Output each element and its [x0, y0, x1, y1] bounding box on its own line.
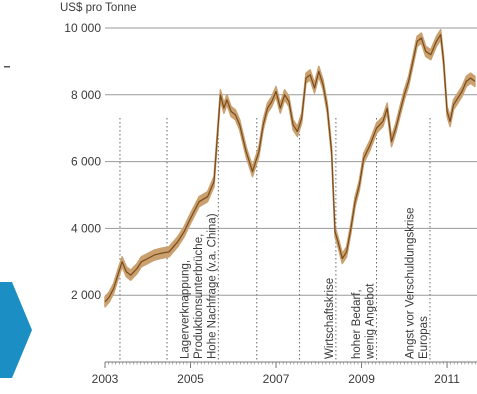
- x-tick-label: 2011: [434, 372, 460, 386]
- left-edge-mark: [4, 66, 10, 68]
- event-annotation: Angst vor Verschuldungskrise: [405, 208, 417, 360]
- x-tick-label: 2005: [177, 372, 204, 386]
- event-annotation: hoher Bedarf,: [351, 289, 363, 359]
- axes: 10 000 8 000 6 000 4 000 2 000 2003 2005 2007 20…: [64, 21, 477, 386]
- event-annotation: Wirtschaftskrise: [324, 278, 336, 359]
- event-annotation: wenig Angebot: [365, 283, 377, 360]
- y-axis-unit-label: US$ pro Tonne: [60, 2, 137, 14]
- y-tick-label: 6 000: [71, 155, 101, 169]
- event-annotation: Produktionsunterbrüche,: [193, 234, 205, 359]
- price-series: [104, 28, 476, 308]
- event-annotation: Lagerverknappung,: [179, 260, 191, 359]
- x-tick-label: 2009: [348, 372, 375, 386]
- event-annotation: Europas: [418, 316, 430, 359]
- annotations: Lagerverknappung, Produktionsunterbrüche,…: [179, 208, 430, 361]
- series-line: [104, 34, 476, 303]
- event-annotation: Hohe Nachfrage (v.a. China): [206, 213, 218, 359]
- series-band: [104, 28, 476, 308]
- y-tick-label: 10 000: [64, 21, 101, 35]
- x-tick-label: 2007: [263, 372, 290, 386]
- y-tick-label: 4 000: [71, 221, 101, 235]
- event-guides: [119, 118, 431, 362]
- left-panel-shape: [0, 282, 32, 378]
- y-tick-label: 8 000: [71, 88, 101, 102]
- x-tick-label: 2003: [92, 372, 119, 386]
- y-tick-label: 2 000: [71, 288, 101, 302]
